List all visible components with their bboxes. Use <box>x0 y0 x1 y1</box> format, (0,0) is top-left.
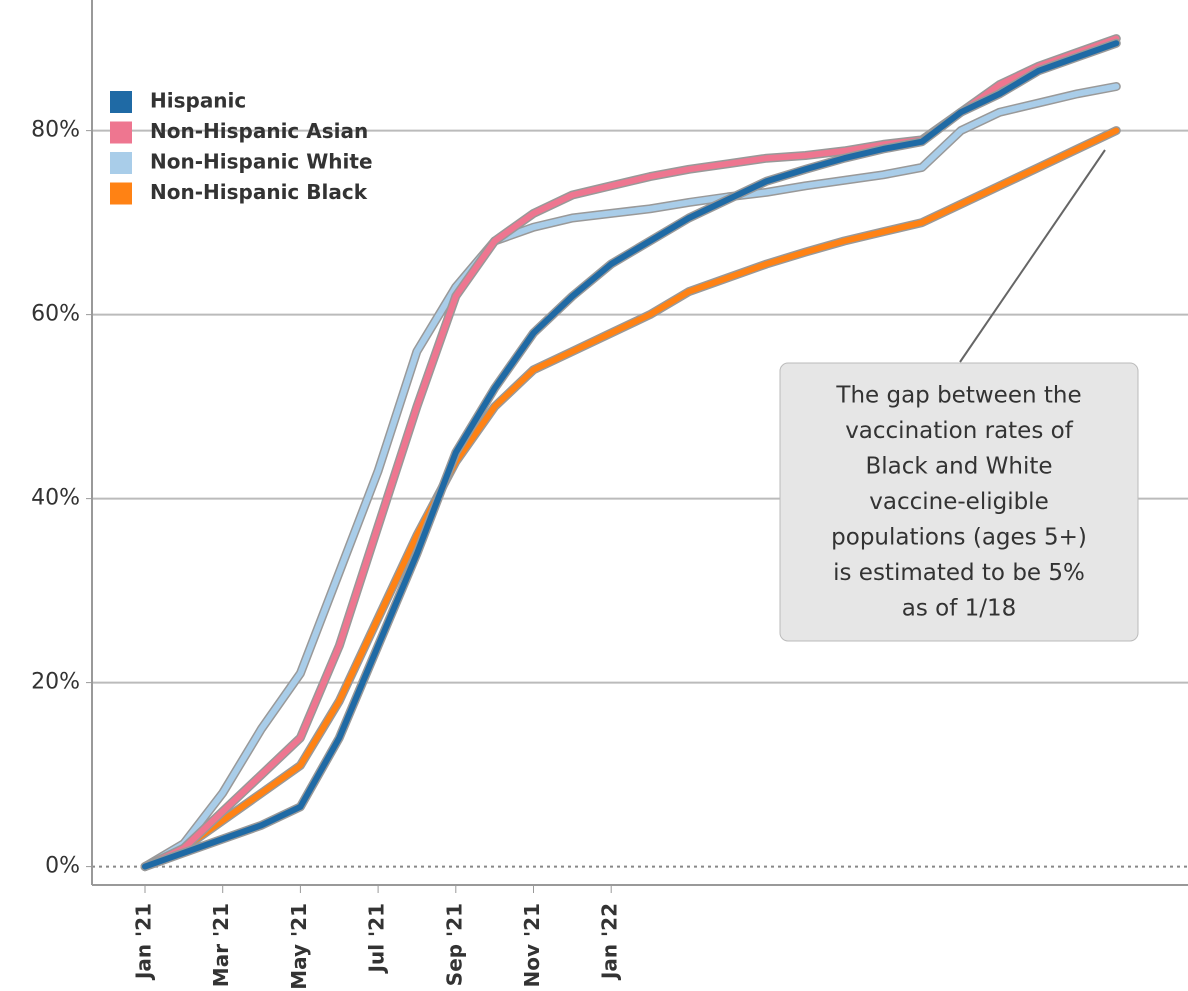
annotation-box <box>779 362 1139 642</box>
legend-label: Non-Hispanic Asian <box>150 119 368 143</box>
annotation-text: as of 1/18 <box>902 596 1017 622</box>
annotation-text: vaccine-eligible <box>869 489 1048 515</box>
line <box>142 127 1120 870</box>
x-tick-label: Sep '21 <box>442 903 466 986</box>
line <box>142 40 1120 870</box>
legend-label: Non-Hispanic White <box>150 150 373 174</box>
legend-swatch <box>110 152 132 174</box>
x-tick-label: Jan '21 <box>132 903 156 981</box>
x-tick-label: Mar '21 <box>209 903 233 987</box>
y-tick-label: 80% <box>31 118 80 143</box>
legend-swatch <box>110 121 132 144</box>
x-tick-label: Jul '21 <box>365 903 389 974</box>
x-tick-label: Jan '22 <box>598 903 622 981</box>
y-tick-label: 0% <box>45 854 80 879</box>
annotation-connector <box>959 149 1106 363</box>
annotation-text: is estimated to be 5% <box>833 560 1085 586</box>
annotation-text: vaccination rates of <box>845 418 1074 444</box>
line <box>142 83 1120 870</box>
annotation-text: populations (ages 5+) <box>831 525 1087 551</box>
x-tick-label: Nov '21 <box>520 903 544 987</box>
legend-label: Non-Hispanic Black <box>150 180 368 204</box>
annotation-text: The gap between the <box>835 383 1081 409</box>
y-tick-label: 20% <box>31 670 80 695</box>
legend-label: Hispanic <box>150 89 246 113</box>
x-tick-label: May '21 <box>287 903 311 990</box>
y-tick-label: 60% <box>31 302 80 327</box>
annotation-text: Black and White <box>866 454 1053 480</box>
y-tick-label: 40% <box>31 486 80 511</box>
legend-swatch <box>110 182 132 205</box>
legend-swatch <box>110 91 132 113</box>
